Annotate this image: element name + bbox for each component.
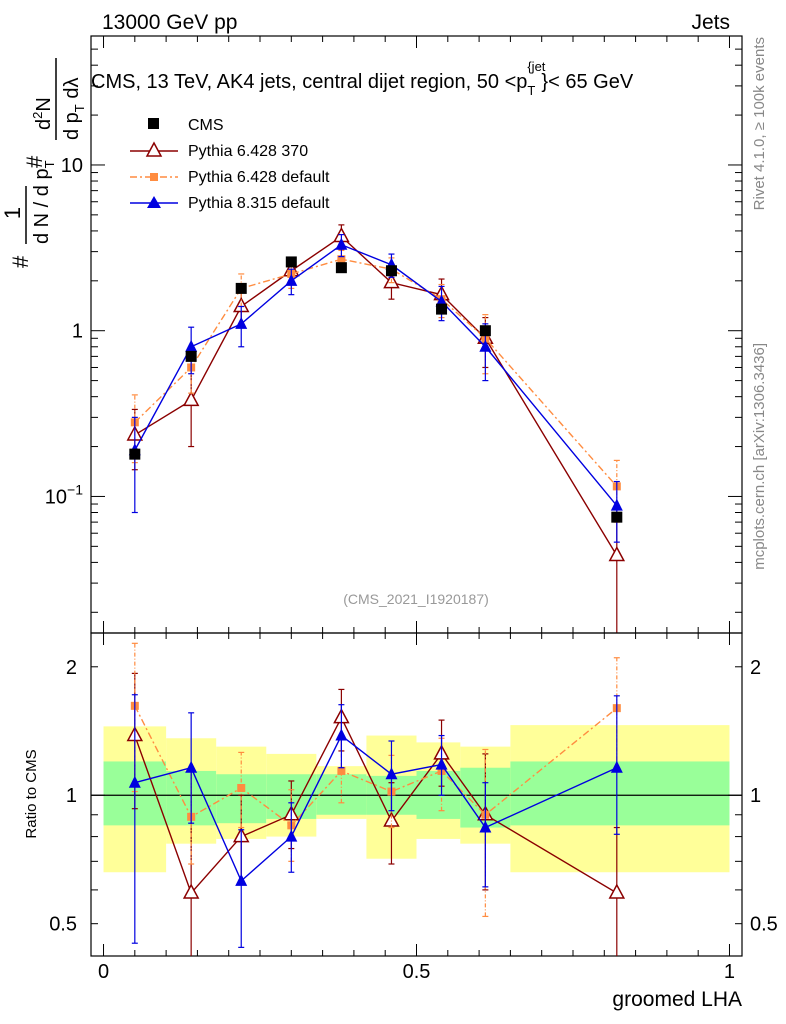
main-ylabel: # 1 d N / d pT # d2N d pT dλ bbox=[0, 58, 87, 268]
ylabel-num2: N bbox=[33, 97, 55, 111]
main-ytick-label-base: 10 bbox=[45, 486, 67, 508]
main-ytick-label: 1 bbox=[72, 321, 83, 343]
main-line-pythia-6-428-default bbox=[134, 258, 618, 487]
title-prefix: CMS, 13 TeV, AK4 jets, central dijet reg… bbox=[91, 71, 527, 93]
ylabel-den2-tail: dλ bbox=[61, 78, 83, 105]
main-point-cms bbox=[129, 448, 141, 460]
main-line-pythia-8-315-default bbox=[134, 243, 618, 507]
xtick-label: 0.5 bbox=[403, 961, 431, 983]
ylabel-num-sup: 2 bbox=[30, 112, 45, 119]
main-point-pythia-8-315-default bbox=[479, 339, 492, 352]
main-point-cms bbox=[335, 262, 347, 274]
ratio-point-pythia-8-315-default bbox=[385, 767, 398, 780]
ratio-point-pythia-8-315-default bbox=[610, 760, 623, 773]
main-point-pythia-8-315-default bbox=[610, 498, 623, 511]
svg-text:CMS, 13 TeV, AK4 jets, central: CMS, 13 TeV, AK4 jets, central dijet reg… bbox=[91, 59, 634, 98]
main-ytick-label: 10−1 bbox=[45, 481, 83, 508]
legend-entry-pythia6-370: Pythia 6.428 370 bbox=[130, 141, 308, 160]
ylabel-hash-mid: # bbox=[22, 155, 47, 168]
ratio-point-pythia-8-315-default bbox=[479, 820, 492, 833]
title-sup: {jet bbox=[527, 59, 545, 74]
main-data-layer bbox=[126, 224, 626, 633]
legend-entry-pythia6-default: Pythia 6.428 default bbox=[130, 169, 330, 186]
ratio-uncertainty-bands bbox=[103, 725, 730, 873]
xtick-label: 0 bbox=[98, 961, 109, 983]
main-point-cms bbox=[285, 256, 297, 268]
side-rivet: Rivet 4.1.0, ≥ 100k events bbox=[751, 37, 768, 210]
legend-label-pythia6-370: Pythia 6.428 370 bbox=[188, 143, 308, 160]
ratio-point-pythia-8-315-default bbox=[435, 757, 448, 770]
legend-label-pythia6-default: Pythia 6.428 default bbox=[188, 169, 330, 186]
main-point-pythia-6-428-default bbox=[337, 255, 346, 264]
ratio-point-pythia-8-315-default bbox=[335, 728, 348, 741]
band-inner bbox=[316, 774, 367, 815]
ratio-ytick-label: 1 bbox=[66, 785, 77, 807]
main-point-cms bbox=[235, 282, 247, 294]
xlabel: groomed LHA bbox=[612, 988, 742, 1011]
ratio-point-pythia-6-428-default bbox=[237, 783, 246, 792]
legend-marker-pythia6-default bbox=[150, 173, 158, 181]
svg-text:d N / d pT: d N / d pT bbox=[31, 160, 57, 244]
main-point-cms bbox=[385, 265, 397, 277]
xtick-label: 1 bbox=[724, 961, 735, 983]
main-ytick-label: 10 bbox=[61, 155, 83, 177]
main-point-pythia-6-428-370 bbox=[182, 390, 200, 407]
legend: CMS Pythia 6.428 370 Pythia 6.428 defaul… bbox=[130, 117, 330, 212]
header-jets: Jets bbox=[691, 11, 730, 34]
ratio-point-pythia-8-315-default bbox=[185, 760, 198, 773]
main-point-cms bbox=[611, 511, 623, 523]
svg-text:d pT dλ: d pT dλ bbox=[61, 78, 87, 140]
ylabel-num: d bbox=[33, 119, 55, 130]
legend-entry-pythia8-default: Pythia 8.315 default bbox=[130, 195, 330, 212]
svg-text:d2N: d2N bbox=[30, 97, 55, 130]
ylabel-one: 1 bbox=[0, 207, 25, 219]
main-point-pythia-8-315-default bbox=[185, 339, 198, 352]
ylabel-den2: d p bbox=[61, 112, 83, 140]
main-point-cms bbox=[479, 325, 491, 337]
main-point-pythia-8-315-default bbox=[285, 273, 298, 286]
legend-label-pythia8-default: Pythia 8.315 default bbox=[188, 195, 330, 212]
legend-marker-pythia8-default bbox=[147, 196, 161, 208]
ratio-ytick-label: 0.5 bbox=[49, 914, 77, 936]
header-energy: 13000 GeV pp bbox=[102, 11, 237, 34]
legend-label-cms: CMS bbox=[188, 117, 224, 134]
main-point-pythia-8-315-default bbox=[335, 237, 348, 250]
main-point-pythia-6-428-370 bbox=[608, 545, 626, 562]
legend-marker-cms bbox=[148, 118, 159, 129]
ratio-point-pythia-6-428-370 bbox=[182, 883, 200, 899]
main-point-pythia-8-315-default bbox=[435, 294, 448, 307]
plot-title: CMS, 13 TeV, AK4 jets, central dijet reg… bbox=[91, 59, 634, 98]
ratio-point-pythia-8-315-default bbox=[128, 775, 141, 788]
side-mcplots: mcplots.cern.ch [arXiv:1306.3436] bbox=[751, 343, 768, 570]
legend-marker-pythia6-370 bbox=[145, 141, 163, 157]
main-ytick-label-exp: −1 bbox=[67, 481, 83, 497]
legend-entry-cms: CMS bbox=[148, 117, 224, 134]
main-point-cms bbox=[185, 350, 197, 362]
main-point-cms bbox=[436, 303, 448, 315]
title-sub: T bbox=[527, 83, 535, 98]
ratio-data-layer bbox=[126, 642, 626, 956]
ylabel-den-sub: T bbox=[42, 160, 57, 168]
ratio-point-pythia-8-315-default bbox=[235, 873, 248, 886]
main-line-pythia-6-428-370 bbox=[134, 235, 618, 556]
ratio-axes: 0.5 0.5 1 1 2 2 0 0.5 1 bbox=[49, 632, 778, 983]
ratio-ylabel: Ratio to CMS bbox=[23, 749, 40, 838]
ylabel-den: d N / d p bbox=[31, 168, 53, 244]
ylabel-hash-left: # bbox=[8, 255, 33, 268]
ratio-ytick-label-right: 0.5 bbox=[750, 914, 778, 936]
ylabel-den2-sub: T bbox=[72, 104, 87, 112]
title-suffix: }< 65 GeV bbox=[541, 71, 633, 93]
ratio-ytick-label: 2 bbox=[66, 657, 77, 679]
ratio-ytick-label-right: 2 bbox=[750, 657, 761, 679]
ratio-point-pythia-6-428-370 bbox=[608, 883, 626, 899]
ratio-ytick-label-right: 1 bbox=[750, 785, 761, 807]
analysis-watermark: (CMS_2021_I1920187) bbox=[343, 591, 489, 607]
main-point-pythia-8-315-default bbox=[235, 316, 248, 329]
ratio-point-pythia-8-315-default bbox=[285, 829, 298, 842]
ratio-point-pythia-6-428-default bbox=[337, 766, 346, 775]
